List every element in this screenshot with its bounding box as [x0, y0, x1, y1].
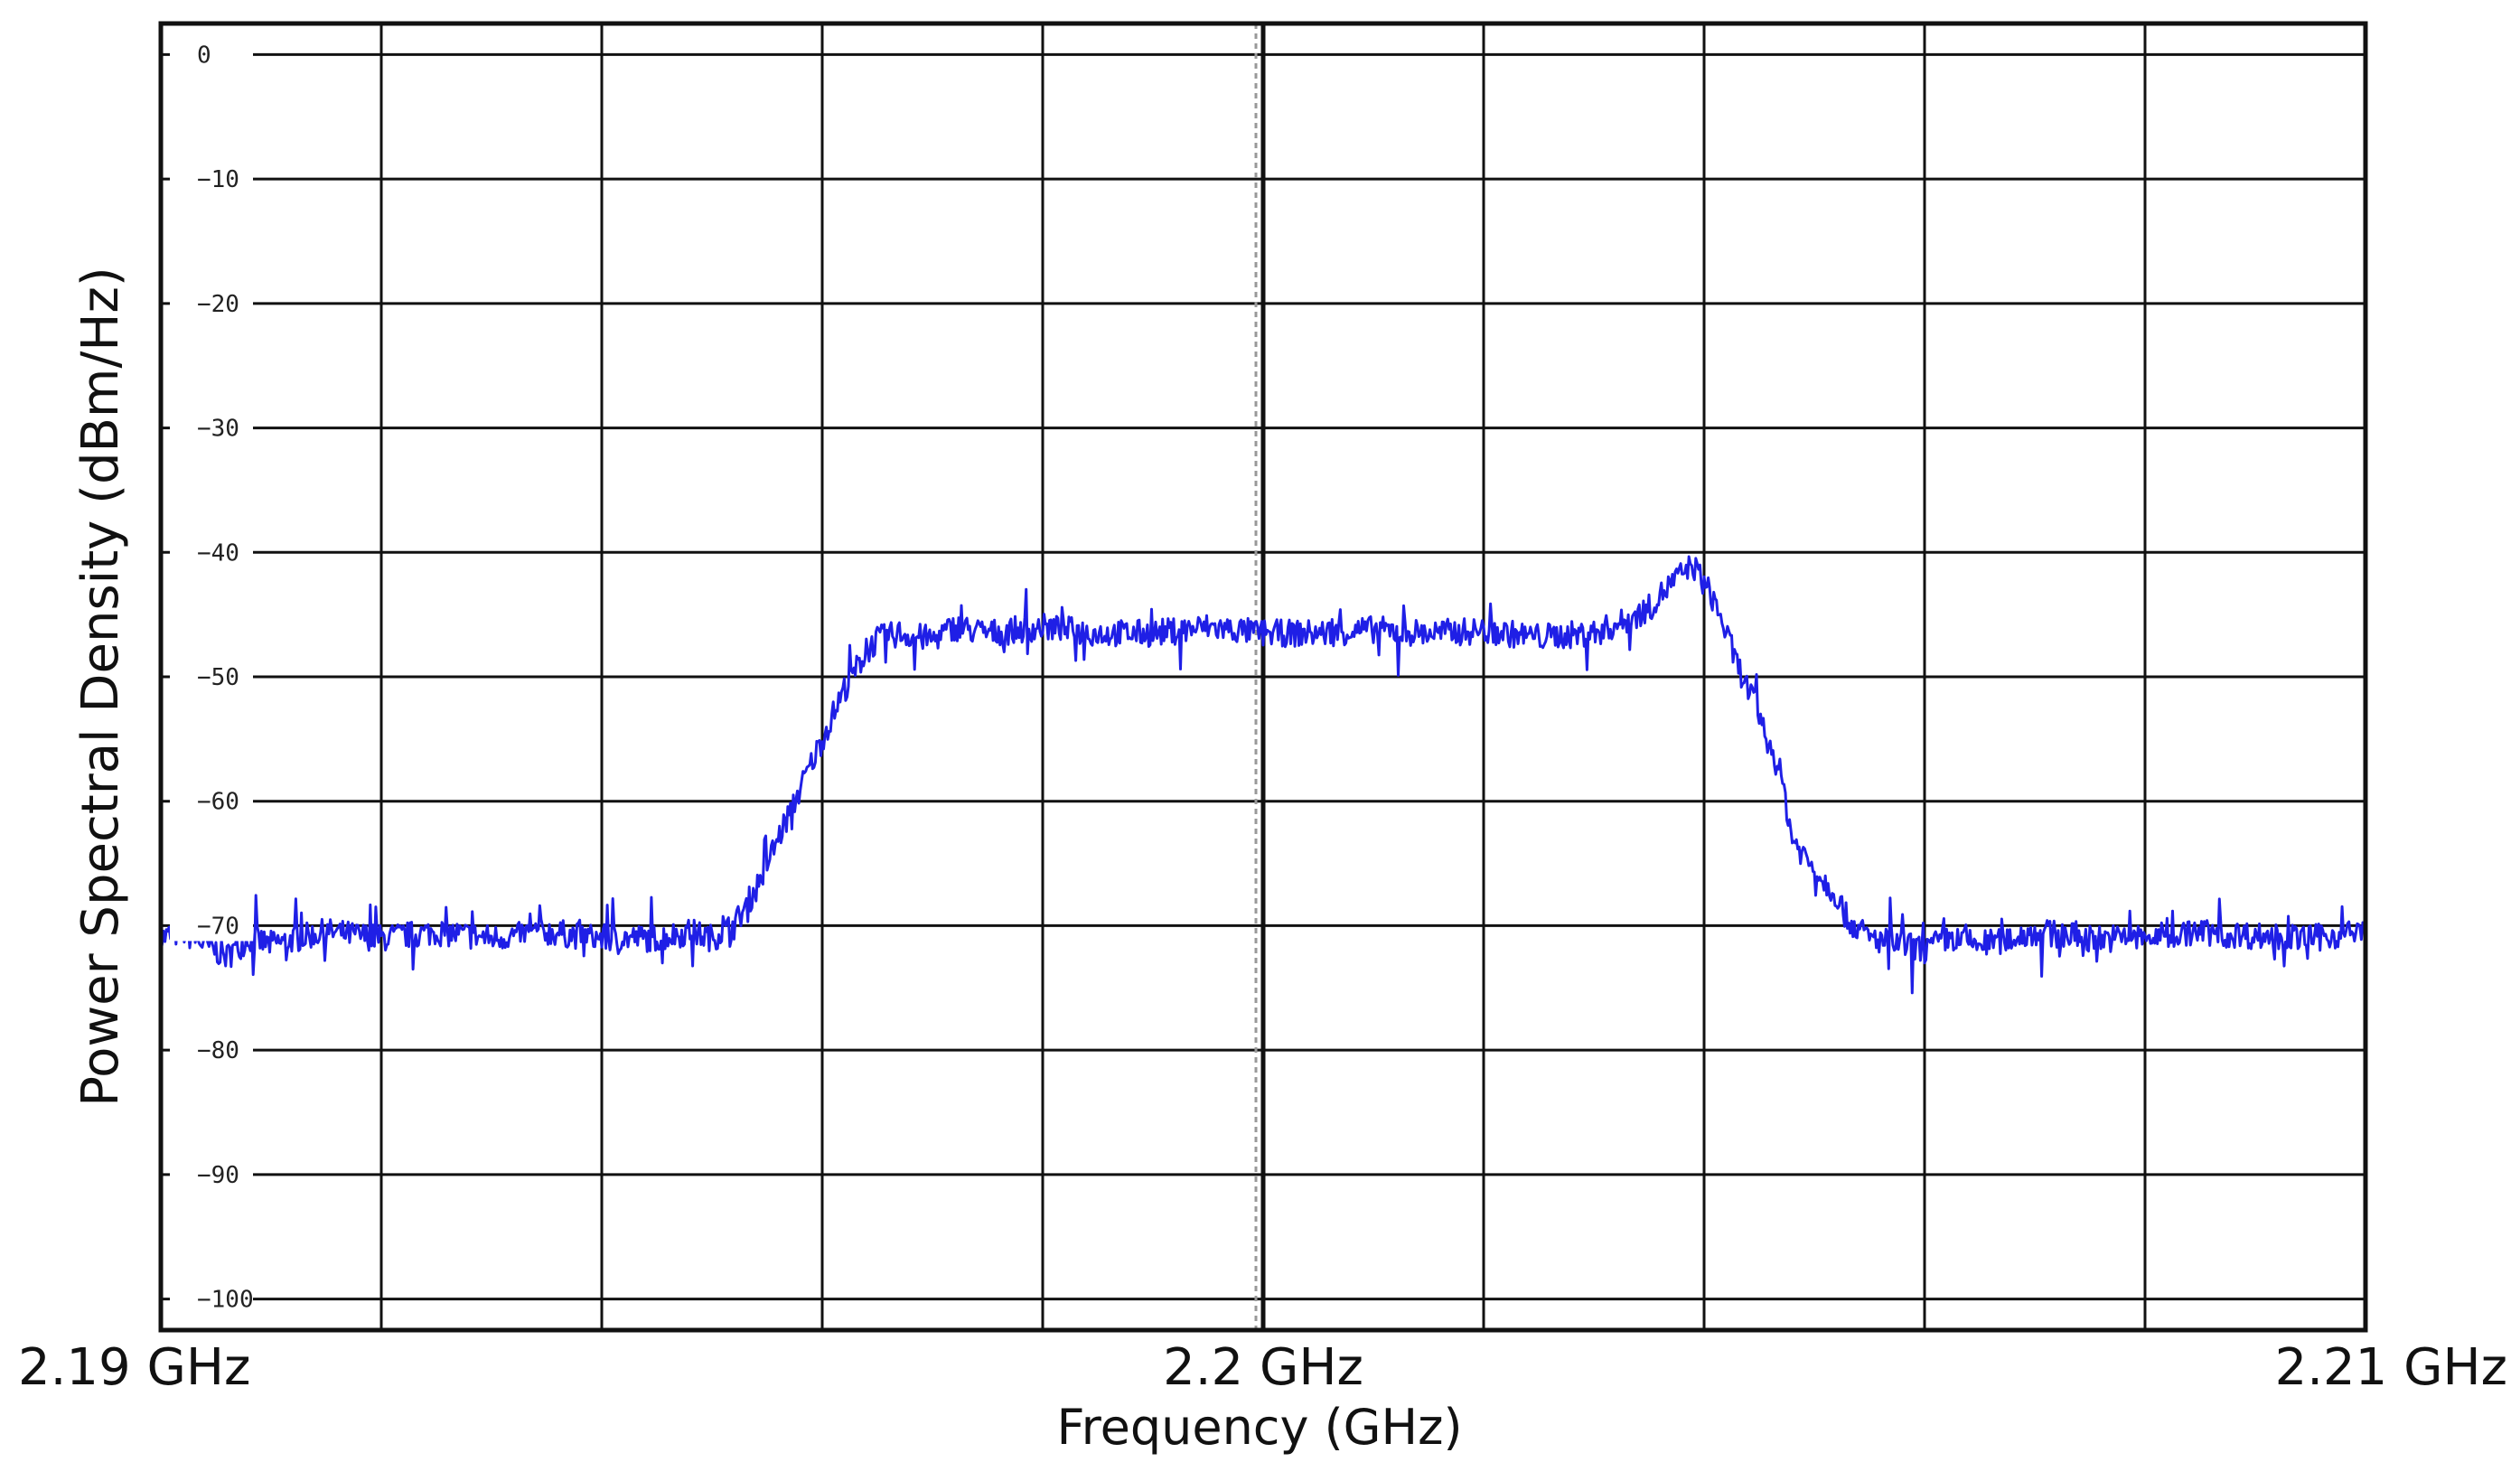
- series-layer: [159, 555, 2367, 995]
- x-tick-labels: 2.19 GHz 2.2 GHz 2.21 GHz: [18, 1338, 2507, 1397]
- y-tick-label-bg: [170, 537, 253, 568]
- y-tick-label-bg: [170, 164, 253, 195]
- y-axis-label: Power Spectral Density (dBm/Hz): [71, 267, 130, 1106]
- grid: [161, 23, 2365, 1330]
- plot-frame: [158, 21, 2368, 1333]
- y-tick-label-bg: [170, 1158, 253, 1190]
- y-tick-label: −90: [197, 1162, 239, 1189]
- y-tick-label: −70: [197, 913, 239, 940]
- y-tick-label: 0: [197, 42, 211, 69]
- x-tick-label: 2.2 GHz: [1163, 1338, 1363, 1397]
- psd-trace: [159, 555, 2367, 995]
- x-tick-label: 2.19 GHz: [18, 1338, 250, 1397]
- y-tick-label: −50: [197, 664, 239, 691]
- y-tick-label-bg: [170, 910, 253, 942]
- y-tick-label-bg: [170, 661, 253, 692]
- y-tick-labels: 0 −10 −20 −30 −40 −50 −60 −70 −80 −90 −100: [170, 39, 254, 1315]
- x-axis-label: Frequency (GHz): [1056, 1399, 1462, 1456]
- y-tick-label-bg: [170, 39, 253, 70]
- y-tick-label-bg: [170, 1283, 253, 1315]
- y-tick-label: −80: [197, 1037, 239, 1064]
- y-tick-label: −10: [197, 166, 239, 193]
- y-tick-label: −60: [197, 789, 239, 816]
- y-tick-label-bg: [170, 785, 253, 817]
- y-tick-label: −30: [197, 416, 239, 443]
- y-tick-label: −100: [197, 1287, 254, 1314]
- x-tick-label: 2.21 GHz: [2275, 1338, 2507, 1397]
- y-tick-label-bg: [170, 1035, 253, 1066]
- y-tick-label: −40: [197, 539, 239, 567]
- y-tick-label: −20: [197, 291, 239, 318]
- y-tick-label-bg: [170, 412, 253, 444]
- y-tick-label-bg: [170, 287, 253, 319]
